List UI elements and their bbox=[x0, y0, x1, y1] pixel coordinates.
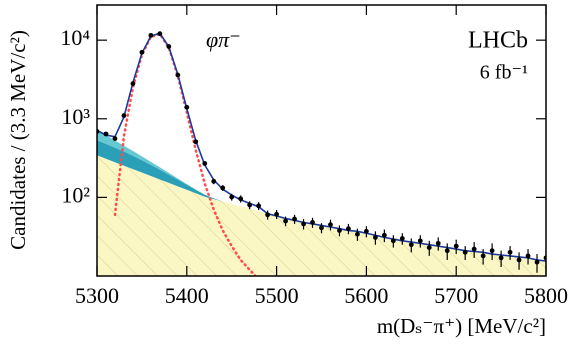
data-point bbox=[498, 255, 504, 261]
data-point bbox=[274, 211, 279, 217]
data-point bbox=[390, 238, 396, 244]
data-point bbox=[265, 212, 271, 218]
y-tick-label: 10² bbox=[61, 182, 90, 207]
data-point bbox=[426, 245, 432, 250]
data-point bbox=[247, 202, 253, 208]
annotation: LHCb bbox=[468, 28, 528, 54]
data-point bbox=[121, 113, 127, 118]
data-point bbox=[256, 203, 262, 209]
x-tick-label: 5500 bbox=[255, 283, 299, 308]
data-point bbox=[372, 234, 378, 240]
data-point bbox=[283, 218, 288, 224]
data-point bbox=[166, 44, 172, 49]
data-point bbox=[399, 236, 405, 241]
data-point bbox=[489, 248, 495, 254]
data-point bbox=[444, 248, 450, 254]
data-point bbox=[435, 240, 441, 246]
data-point bbox=[175, 72, 181, 78]
data-point bbox=[229, 194, 235, 200]
data-point bbox=[328, 222, 333, 228]
data-point bbox=[462, 249, 468, 255]
annotation: φπ⁻ bbox=[206, 27, 241, 52]
data-point bbox=[103, 131, 109, 137]
data-point bbox=[516, 257, 522, 263]
data-point bbox=[534, 259, 540, 265]
data-point bbox=[453, 243, 459, 249]
x-tick-label: 5700 bbox=[434, 283, 478, 308]
y-tick-label: 10³ bbox=[61, 104, 90, 129]
data-point bbox=[238, 196, 244, 202]
data-point bbox=[471, 246, 477, 252]
data-point bbox=[417, 238, 423, 244]
data-point bbox=[480, 253, 486, 259]
data-point bbox=[319, 225, 324, 231]
annotation: 6 fb⁻¹ bbox=[480, 62, 528, 84]
data-point bbox=[139, 49, 145, 55]
data-point bbox=[337, 228, 342, 233]
data-point bbox=[220, 185, 226, 191]
signal-curve bbox=[113, 32, 258, 276]
x-tick-label: 5800 bbox=[524, 283, 568, 308]
data-point bbox=[202, 161, 208, 166]
y-axis-label: Candidates / (3.3 MeV/c²) bbox=[6, 30, 30, 250]
plot-area bbox=[97, 31, 546, 276]
data-point bbox=[148, 32, 154, 38]
data-point bbox=[157, 31, 163, 37]
x-tick-label: 5300 bbox=[75, 283, 119, 308]
data-point bbox=[408, 242, 414, 248]
frame bbox=[96, 4, 547, 277]
data-point bbox=[346, 226, 351, 232]
data-point bbox=[507, 249, 513, 255]
data-point bbox=[112, 136, 118, 141]
data-point bbox=[525, 253, 531, 259]
data-point bbox=[310, 220, 315, 225]
data-point bbox=[301, 221, 306, 227]
data-point bbox=[364, 228, 369, 234]
data-point bbox=[381, 232, 387, 238]
data-point bbox=[184, 104, 190, 110]
x-axis-label: m(Dₛ⁻π⁺) [MeV/c²] bbox=[377, 314, 546, 338]
x-tick-label: 5400 bbox=[165, 283, 209, 308]
data-point bbox=[193, 139, 199, 145]
data-point bbox=[355, 231, 360, 237]
y-tick-label: 10⁴ bbox=[60, 25, 90, 50]
x-tick-label: 5600 bbox=[344, 283, 388, 308]
data-point bbox=[292, 216, 297, 222]
data-point bbox=[211, 178, 217, 184]
data-point bbox=[130, 81, 136, 87]
